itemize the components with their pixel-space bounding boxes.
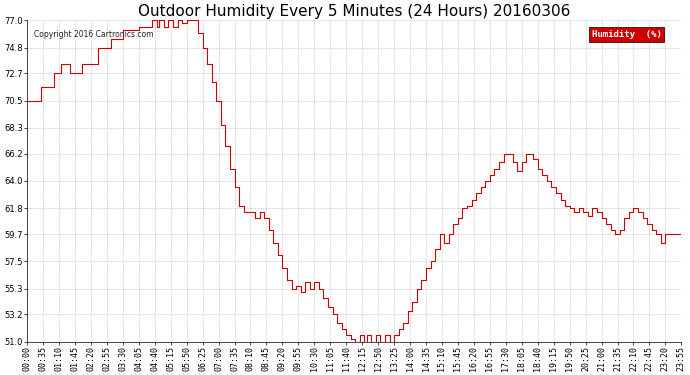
Text: Copyright 2016 Cartronics.com: Copyright 2016 Cartronics.com bbox=[34, 30, 153, 39]
Title: Outdoor Humidity Every 5 Minutes (24 Hours) 20160306: Outdoor Humidity Every 5 Minutes (24 Hou… bbox=[138, 4, 571, 19]
Text: Humidity  (%): Humidity (%) bbox=[592, 30, 662, 39]
